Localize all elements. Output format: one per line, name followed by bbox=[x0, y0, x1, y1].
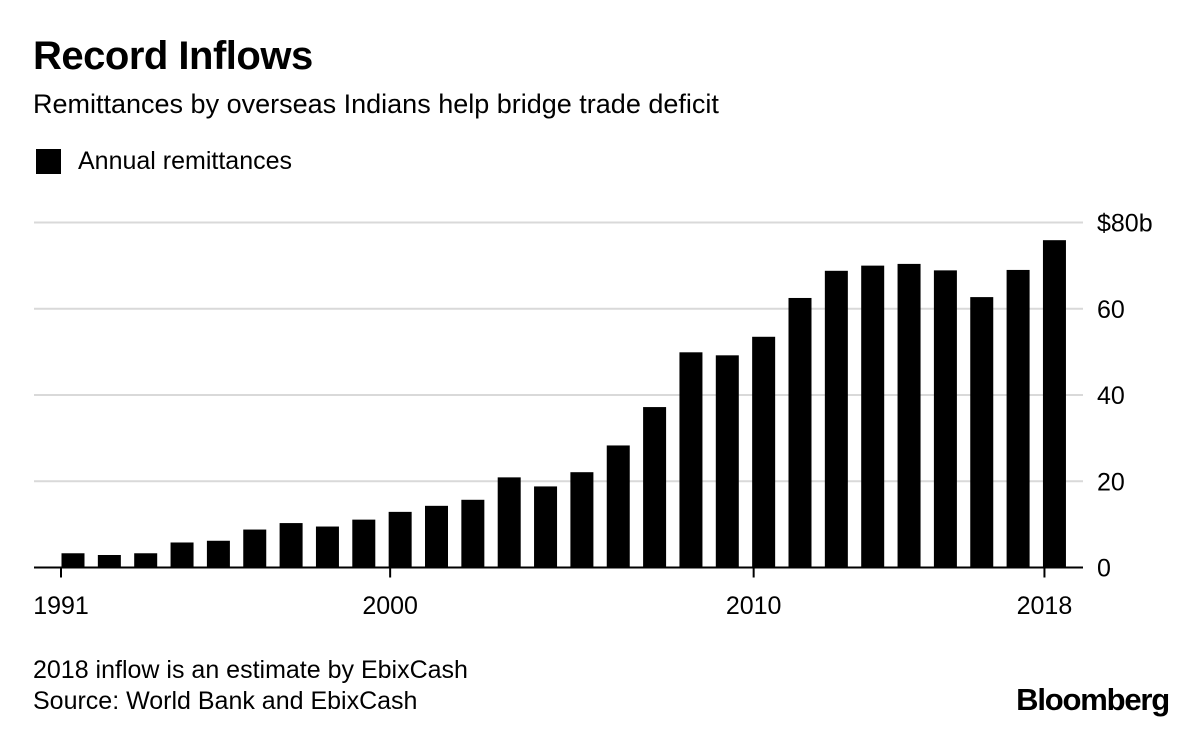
bar-2008 bbox=[679, 352, 703, 568]
legend-swatch bbox=[36, 148, 61, 174]
bar-1993 bbox=[134, 553, 158, 568]
x-axis bbox=[34, 566, 1083, 578]
bar-2002 bbox=[461, 499, 485, 568]
legend-label: Annual remittances bbox=[78, 146, 293, 175]
bar-2004 bbox=[534, 486, 558, 568]
bar-2018 bbox=[1042, 240, 1066, 568]
bar-2011 bbox=[788, 297, 812, 568]
bar-2012 bbox=[824, 270, 848, 568]
bar-2006 bbox=[606, 445, 630, 568]
y-axis-labels: 0 20 40 60 $80b bbox=[1097, 210, 1153, 583]
x-tick-label: 1991 bbox=[33, 592, 89, 620]
bar-2007 bbox=[643, 407, 667, 568]
bar-1995 bbox=[206, 540, 230, 568]
y-tick-label: $80b bbox=[1097, 210, 1153, 238]
chart-subtitle: Remittances by overseas Indians help bri… bbox=[33, 89, 719, 119]
bar-1992 bbox=[97, 554, 121, 568]
x-tick-label: 2010 bbox=[726, 592, 782, 620]
bar-2003 bbox=[497, 477, 521, 568]
y-tick-label: 60 bbox=[1097, 296, 1125, 324]
y-tick-label: 40 bbox=[1097, 382, 1125, 410]
x-axis-labels: 1991 2000 2010 2018 bbox=[33, 592, 1072, 620]
bar-2017 bbox=[1006, 269, 1030, 568]
source-note: Source: World Bank and EbixCash bbox=[33, 687, 418, 715]
bar-2001 bbox=[425, 505, 448, 568]
chart-title: Record Inflows bbox=[33, 34, 313, 78]
bars bbox=[61, 240, 1066, 568]
x-tick-label: 2018 bbox=[1017, 592, 1073, 620]
bar-2015 bbox=[933, 270, 957, 568]
bar-1998 bbox=[315, 526, 339, 568]
bloomberg-logo: Bloomberg bbox=[1016, 682, 1170, 717]
bar-2000 bbox=[388, 511, 412, 568]
bar-2009 bbox=[715, 355, 739, 568]
bar-1999 bbox=[352, 519, 376, 568]
legend: Annual remittances bbox=[36, 145, 292, 177]
y-tick-label: 0 bbox=[1097, 555, 1111, 583]
bar-2005 bbox=[570, 472, 594, 568]
bar-1991 bbox=[61, 553, 85, 568]
x-tick-label: 2000 bbox=[362, 592, 418, 620]
bar-2013 bbox=[861, 265, 885, 568]
bar-2014 bbox=[897, 263, 921, 568]
gridlines bbox=[34, 221, 1083, 483]
y-tick-label: 20 bbox=[1097, 468, 1125, 496]
bar-2016 bbox=[970, 297, 994, 568]
estimate-note: 2018 inflow is an estimate by EbixCash bbox=[33, 656, 468, 684]
bar-2010 bbox=[752, 336, 776, 568]
bar-1997 bbox=[279, 523, 303, 568]
bar-1994 bbox=[170, 542, 194, 568]
footnote: 2018 inflow is an estimate by EbixCash S… bbox=[33, 655, 468, 717]
bar-1996 bbox=[243, 529, 267, 568]
